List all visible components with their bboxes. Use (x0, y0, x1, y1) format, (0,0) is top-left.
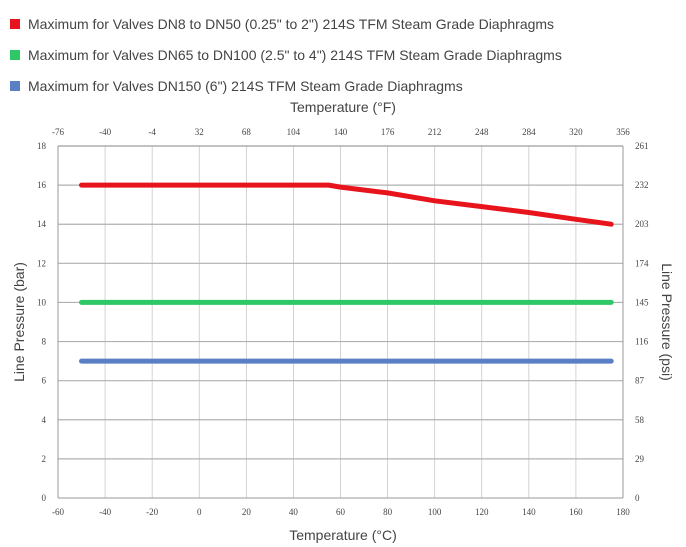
y-left-tick-label: 6 (42, 376, 47, 386)
y-right-tick-label: 87 (635, 376, 645, 386)
y-right-tick-label: 232 (635, 180, 649, 190)
x-bottom-tick-label: -20 (146, 507, 158, 517)
legend-item: Maximum for Valves DN65 to DN100 (2.5" t… (10, 39, 562, 70)
legend-item: Maximum for Valves DN150 (6") 214S TFM S… (10, 70, 562, 101)
x-bottom-tick-label: 0 (197, 507, 202, 517)
y-left-tick-label: 10 (37, 297, 47, 307)
grid-lines (57, 145, 624, 499)
x-top-tick-label: 176 (381, 127, 395, 137)
y-right-tick-label: 116 (635, 337, 649, 347)
x-top-tick-label: -4 (148, 127, 156, 137)
x-bottom-tick-label: 160 (569, 507, 583, 517)
x-bottom-tick-label: 180 (616, 507, 630, 517)
y-left-tick-label: 0 (42, 493, 47, 503)
x-bottom-tick-label: 20 (242, 507, 252, 517)
y-right-axis-title: Line Pressure (psi) (659, 263, 675, 381)
x-bottom-tick-label: -60 (52, 507, 64, 517)
y-left-tick-label: 14 (37, 219, 47, 229)
y-right-tick-label: 145 (635, 297, 649, 307)
x-top-tick-label: 140 (334, 127, 348, 137)
x-bottom-axis-title: Temperature (°C) (289, 527, 397, 543)
y-right-tick-label: 58 (635, 415, 645, 425)
chart-legend: Maximum for Valves DN8 to DN50 (0.25" to… (10, 8, 562, 101)
y-left-tick-label: 12 (37, 258, 46, 268)
x-top-tick-label: -40 (99, 127, 111, 137)
legend-swatch-blue (10, 80, 20, 91)
x-bottom-tick-label: 120 (475, 507, 489, 517)
x-top-tick-label: -76 (52, 127, 64, 137)
x-top-tick-label: 32 (195, 127, 204, 137)
x-bottom-tick-label: 40 (289, 507, 299, 517)
legend-item: Maximum for Valves DN8 to DN50 (0.25" to… (10, 8, 562, 39)
x-top-tick-label: 248 (475, 127, 489, 137)
y-right-tick-label: 261 (635, 141, 649, 151)
x-top-tick-label: 320 (569, 127, 583, 137)
tick-labels: -60-76-40-40-20-403220684010460140801761… (37, 127, 649, 517)
y-right-tick-label: 174 (635, 258, 649, 268)
y-left-axis-title: Line Pressure (bar) (11, 262, 27, 382)
y-left-tick-label: 4 (42, 415, 47, 425)
x-bottom-tick-label: -40 (99, 507, 111, 517)
x-top-tick-label: 68 (242, 127, 252, 137)
series-line-0 (79, 182, 614, 227)
y-right-tick-label: 203 (635, 219, 649, 229)
legend-label: Maximum for Valves DN65 to DN100 (2.5" t… (28, 46, 562, 63)
x-top-tick-label: 356 (616, 127, 630, 137)
y-right-tick-label: 0 (635, 493, 640, 503)
x-bottom-tick-label: 100 (428, 507, 442, 517)
x-bottom-tick-label: 60 (336, 507, 346, 517)
legend-label: Maximum for Valves DN150 (6") 214S TFM S… (28, 77, 463, 94)
y-right-tick-label: 29 (635, 454, 645, 464)
x-bottom-tick-label: 140 (522, 507, 536, 517)
x-bottom-tick-label: 80 (383, 507, 393, 517)
y-left-tick-label: 18 (37, 141, 47, 151)
x-top-axis-title: Temperature (°F) (290, 99, 396, 115)
y-left-tick-label: 16 (37, 180, 47, 190)
x-top-tick-label: 284 (522, 127, 536, 137)
legend-label: Maximum for Valves DN8 to DN50 (0.25" to… (28, 15, 555, 32)
y-left-tick-label: 8 (42, 337, 47, 347)
x-top-tick-label: 104 (287, 127, 301, 137)
legend-swatch-green (10, 49, 20, 60)
legend-swatch-red (10, 18, 20, 29)
y-left-tick-label: 2 (42, 454, 47, 464)
x-top-tick-label: 212 (428, 127, 442, 137)
series-lines (79, 182, 614, 364)
